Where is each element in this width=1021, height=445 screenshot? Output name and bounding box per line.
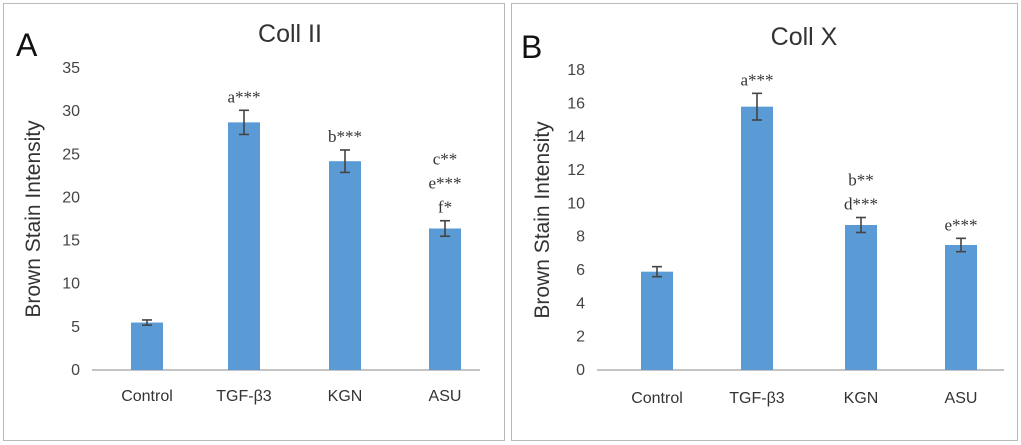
category-label: KGN [328,388,363,405]
chart-panel-a: A Coll II Brown Stain Intensity 0 5 10 15 20 25 3… [0,0,509,445]
bar-kgn [329,161,361,370]
y-tick-label: 14 [567,129,585,146]
category-label: KGN [844,390,879,407]
chart-title: Coll II [258,20,322,48]
chart-title: Coll X [771,23,838,51]
panel-letter: B [521,29,542,65]
y-tick-label: 4 [576,295,585,312]
y-tick-label: 8 [576,229,585,246]
bar-control [641,271,673,370]
y-tick-label: 30 [62,103,80,120]
y-tick-label: 10 [62,276,80,293]
category-label: Control [121,388,173,405]
significance-label: e*** [428,174,461,193]
bar-asu [945,245,977,370]
bar-tgf-3 [741,106,773,371]
significance-label: c** [433,150,458,169]
chart-panel-b: B Coll X Brown Stain Intensity 0 2 4 6 8 10 12 14 1… [509,0,1021,445]
category-label: ASU [429,388,462,405]
bar-kgn [845,225,877,370]
bar-tgf-3 [228,122,260,370]
significance-label: b*** [328,127,362,146]
y-tick-label: 35 [62,60,80,77]
y-tick-label: 16 [567,95,585,112]
category-label: TGF-β3 [729,390,785,407]
category-label: ASU [945,390,978,407]
chart-a-svg: A Coll II Brown Stain Intensity 0 5 10 15 20 25 3… [16,20,480,405]
chart-b-svg: B Coll X Brown Stain Intensity 0 2 4 6 8 10 12 14 1… [521,23,1004,407]
y-tick-label: 20 [62,189,80,206]
y-tick-label: 0 [71,362,80,379]
significance-label: b** [848,171,874,190]
significance-label: a*** [740,70,773,89]
y-axis-label: Brown Stain Intensity [22,120,45,318]
significance-label: d*** [844,195,878,214]
y-tick-label: 18 [567,62,585,79]
y-tick-label: 25 [62,146,80,163]
significance-label: f* [438,198,452,217]
y-tick-label: 15 [62,233,80,250]
panel-a-frame [3,3,505,441]
y-tick-label: 5 [71,319,80,336]
bar-asu [429,228,461,370]
category-label: Control [631,390,683,407]
panel-letter: A [16,27,38,63]
significance-label: e*** [944,215,977,234]
y-tick-label: 2 [576,329,585,346]
y-tick-label: 12 [567,162,585,179]
y-tick-label: 10 [567,195,585,212]
y-tick-label: 6 [576,262,585,279]
y-axis-label: Brown Stain Intensity [531,121,554,319]
panel-b-frame [511,3,1018,441]
y-tick-label: 0 [576,362,585,379]
bar-control [131,322,163,370]
category-label: TGF-β3 [216,388,272,405]
significance-label: a*** [227,87,260,106]
